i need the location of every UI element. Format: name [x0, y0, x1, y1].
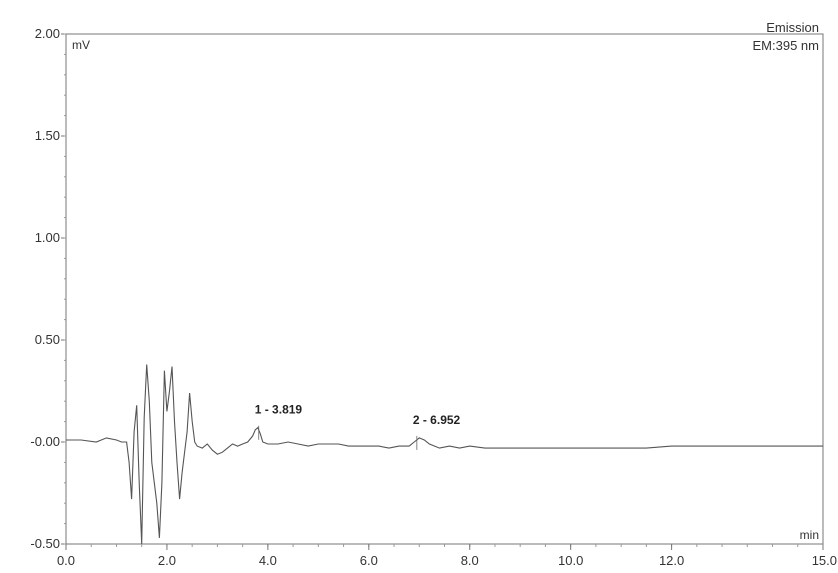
x-axis-ticks: 0.0 2.0 4.0 6.0 8.0 10.0 12.0 15.0 [57, 544, 837, 568]
x-axis-unit: min [800, 528, 819, 542]
x-tick-label: 12.0 [659, 553, 684, 568]
y-tick-label: 0.50 [35, 332, 60, 347]
peak-label: 2 - 6.952 [413, 413, 461, 427]
peak-annotations: 1 - 3.819 2 - 6.952 [255, 403, 461, 450]
y-tick-label: -0.00 [30, 434, 60, 449]
detector-mode-label: Emission [766, 20, 819, 35]
y-tick-label: 2.00 [35, 26, 60, 41]
x-tick-label: 6.0 [360, 553, 378, 568]
x-tick-label: 4.0 [259, 553, 277, 568]
peak-label: 1 - 3.819 [255, 403, 303, 417]
y-tick-label: 1.00 [35, 230, 60, 245]
x-tick-label: 0.0 [57, 553, 75, 568]
x-tick-label: 15.0 [812, 553, 837, 568]
signal-trace [66, 364, 823, 545]
y-tick-label: -0.50 [30, 536, 60, 551]
y-axis-ticks: -0.50 -0.00 0.50 1.00 1.50 2.00 [30, 26, 66, 551]
y-tick-label: 1.50 [35, 128, 60, 143]
x-tick-label: 8.0 [461, 553, 479, 568]
x-tick-label: 2.0 [158, 553, 176, 568]
y-axis-unit: mV [72, 38, 90, 52]
x-tick-label: 10.0 [558, 553, 583, 568]
plot-frame [65, 33, 824, 545]
emission-wavelength-label: EM:395 nm [753, 38, 819, 53]
